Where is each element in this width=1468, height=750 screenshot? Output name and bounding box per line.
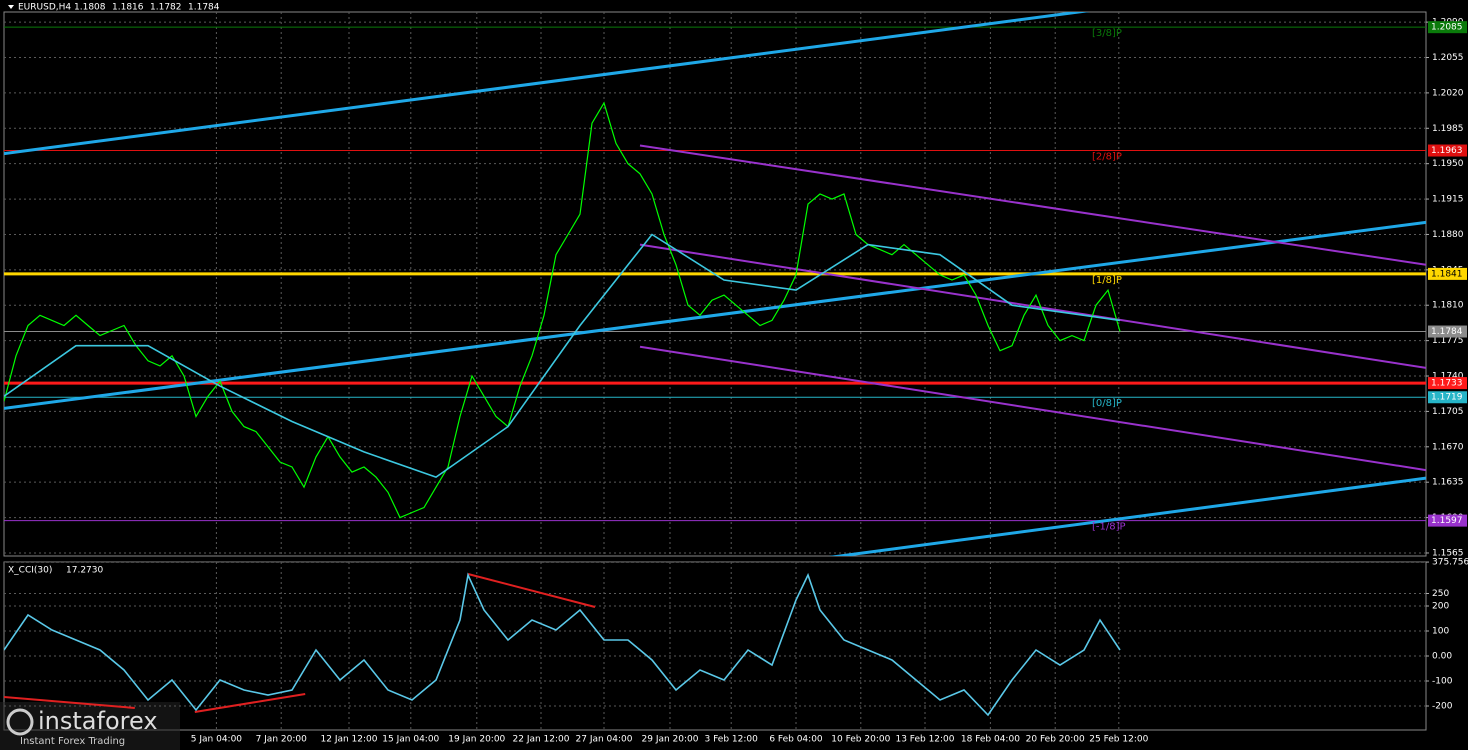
x-tick-label: 22 Jan 12:00 (513, 735, 570, 745)
y-tick-label: 1.1880 (1432, 230, 1464, 240)
series-line (4, 233, 1121, 478)
y-tick-label: 1.1950 (1432, 159, 1464, 169)
trend-line (828, 476, 1426, 556)
x-tick-label: 19 Jan 20:00 (448, 735, 505, 745)
ohlc-value: 1.1808 (74, 3, 106, 13)
y-tick-label: 1.1810 (1432, 301, 1464, 311)
y-tick-label: 1.1985 (1432, 124, 1464, 134)
trend-line (194, 693, 306, 713)
menu-triangle (8, 5, 14, 9)
logo-tagline: Instant Forex Trading (20, 736, 125, 747)
plot-area (4, 562, 1426, 730)
level-box (1428, 144, 1467, 157)
x-tick-label: 10 Feb 20:00 (831, 735, 890, 745)
symbol: EURUSD,H4 (18, 3, 71, 13)
level-box (1428, 377, 1467, 390)
x-tick-label: 15 Jan 04:00 (382, 735, 439, 745)
y-tick-label: 0.00 (1432, 652, 1452, 662)
level-name: [0/8]P (1092, 398, 1122, 409)
y-tick-label: 200 (1432, 602, 1449, 612)
indicator-name: X_CCI(30) (8, 566, 52, 576)
level-value: 1.2085 (1431, 23, 1463, 33)
y-tick-label: 1.1740 (1432, 372, 1464, 382)
level-value: 1.1963 (1431, 146, 1463, 156)
y-tick-label: -100 (1432, 677, 1453, 687)
level-box (1428, 21, 1467, 34)
series-line (4, 101, 1121, 519)
y-tick-label: 1.1635 (1432, 478, 1464, 488)
indicator-value: 17.2730 (66, 566, 103, 576)
ohlc-value: 1.1816 (112, 3, 144, 13)
level-box (1428, 267, 1467, 280)
y-tick-label: 1.2055 (1432, 53, 1464, 63)
level-name: [2/8]P (1092, 152, 1122, 163)
ohlc: 1.1808 1.1816 1.1782 1.1784 (74, 3, 220, 13)
y-tick-label: 375.7568 (1432, 558, 1468, 568)
level-name: [-1/8]P (1092, 522, 1126, 533)
x-tick-label: 13 Feb 12:00 (895, 735, 954, 745)
trend-line (4, 12, 1091, 156)
level-box (1428, 325, 1467, 338)
x-tick-label: 29 Jan 20:00 (642, 735, 699, 745)
y-tick-label: 1.1775 (1432, 336, 1464, 346)
level-value: 1.1841 (1431, 269, 1463, 279)
x-tick-label: 5 Jan 04:00 (191, 735, 243, 745)
y-tick-label: 250 (1432, 589, 1449, 599)
y-tick-label: 1.1705 (1432, 407, 1464, 417)
trend-line (639, 243, 1426, 369)
trend-line (639, 345, 1426, 472)
logo: instaforex Instant Forex Trading (0, 702, 180, 750)
series-line (4, 572, 1121, 717)
ohlc-value: 1.1784 (188, 3, 220, 13)
trend-line (467, 573, 596, 608)
level-value: 1.1733 (1431, 379, 1463, 389)
logo-icon (6, 708, 34, 736)
x-tick-label: 12 Jan 12:00 (321, 735, 378, 745)
x-tick-label: 20 Feb 20:00 (1026, 735, 1085, 745)
x-tick-label: 27 Jan 04:00 (576, 735, 633, 745)
level-value: 1.1719 (1431, 393, 1463, 403)
trend-line (4, 220, 1426, 410)
logo-brand: instaforex (38, 707, 158, 735)
y-tick-label: 100 (1432, 627, 1449, 637)
trend-line (639, 144, 1426, 266)
x-tick-label: 3 Feb 12:00 (705, 735, 759, 745)
trend-line (4, 696, 135, 709)
ohlc-value: 1.1782 (150, 3, 182, 13)
level-box (1428, 391, 1467, 404)
plot-area (4, 12, 1426, 556)
x-tick-label: 25 Feb 12:00 (1089, 735, 1148, 745)
level-value: 1.1597 (1431, 516, 1463, 526)
y-tick-label: 1.1915 (1432, 195, 1464, 205)
y-tick-label: 1.1670 (1432, 442, 1464, 452)
x-tick-label: 7 Jan 20:00 (256, 735, 308, 745)
x-tick-label: 6 Feb 04:00 (769, 735, 823, 745)
y-tick-label: 1.2020 (1432, 88, 1464, 98)
y-tick-label: -200 (1432, 702, 1453, 712)
x-tick-label: 18 Feb 04:00 (961, 735, 1020, 745)
level-name: [1/8]P (1092, 275, 1122, 286)
level-value: 1.1784 (1431, 327, 1463, 337)
level-box (1428, 514, 1467, 527)
level-name: [3/8]P (1092, 28, 1122, 39)
y-tick-label: 1.1565 (1432, 548, 1464, 558)
price-panel (3, 11, 1427, 557)
